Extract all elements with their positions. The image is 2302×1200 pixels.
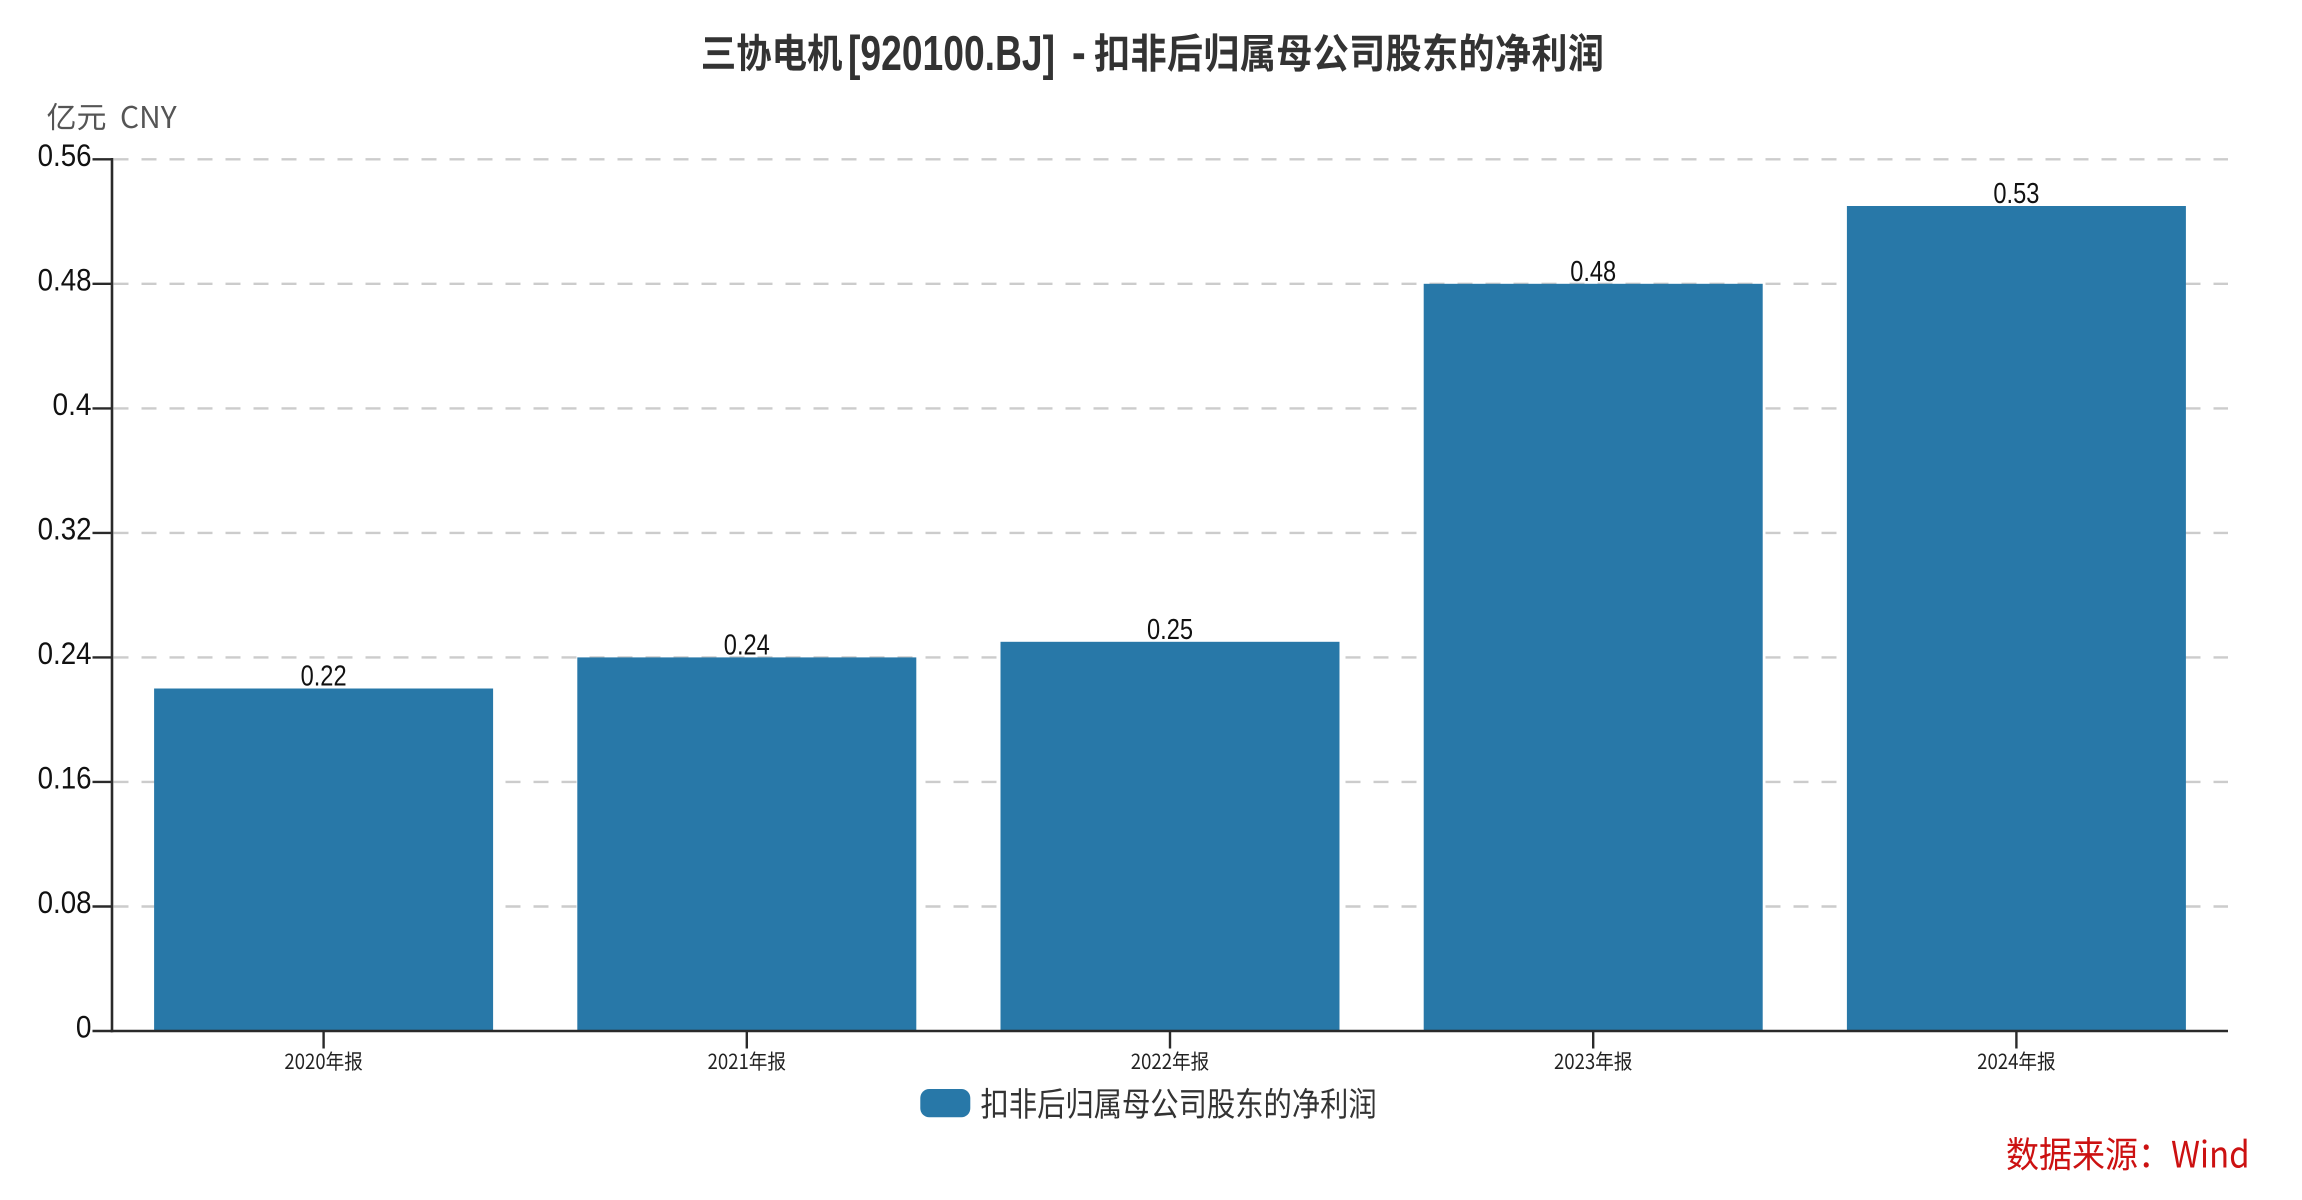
svg-text:0.22: 0.22 xyxy=(301,661,347,693)
svg-text:0.24: 0.24 xyxy=(38,635,92,671)
svg-text:0.4: 0.4 xyxy=(53,386,92,422)
svg-text:0.32: 0.32 xyxy=(38,510,92,546)
svg-text:0.25: 0.25 xyxy=(1147,614,1193,646)
svg-text:0.48: 0.48 xyxy=(38,261,92,297)
svg-text:0: 0 xyxy=(76,1009,92,1045)
svg-text:0.48: 0.48 xyxy=(1570,256,1616,288)
svg-text:0.16: 0.16 xyxy=(38,759,92,795)
svg-text:0.56: 0.56 xyxy=(38,137,92,173)
svg-text:0.24: 0.24 xyxy=(724,629,770,661)
svg-text:0.08: 0.08 xyxy=(38,884,92,920)
svg-text:0.53: 0.53 xyxy=(1993,178,2039,210)
svg-text:[920100.BJ]: [920100.BJ] xyxy=(848,27,1055,81)
